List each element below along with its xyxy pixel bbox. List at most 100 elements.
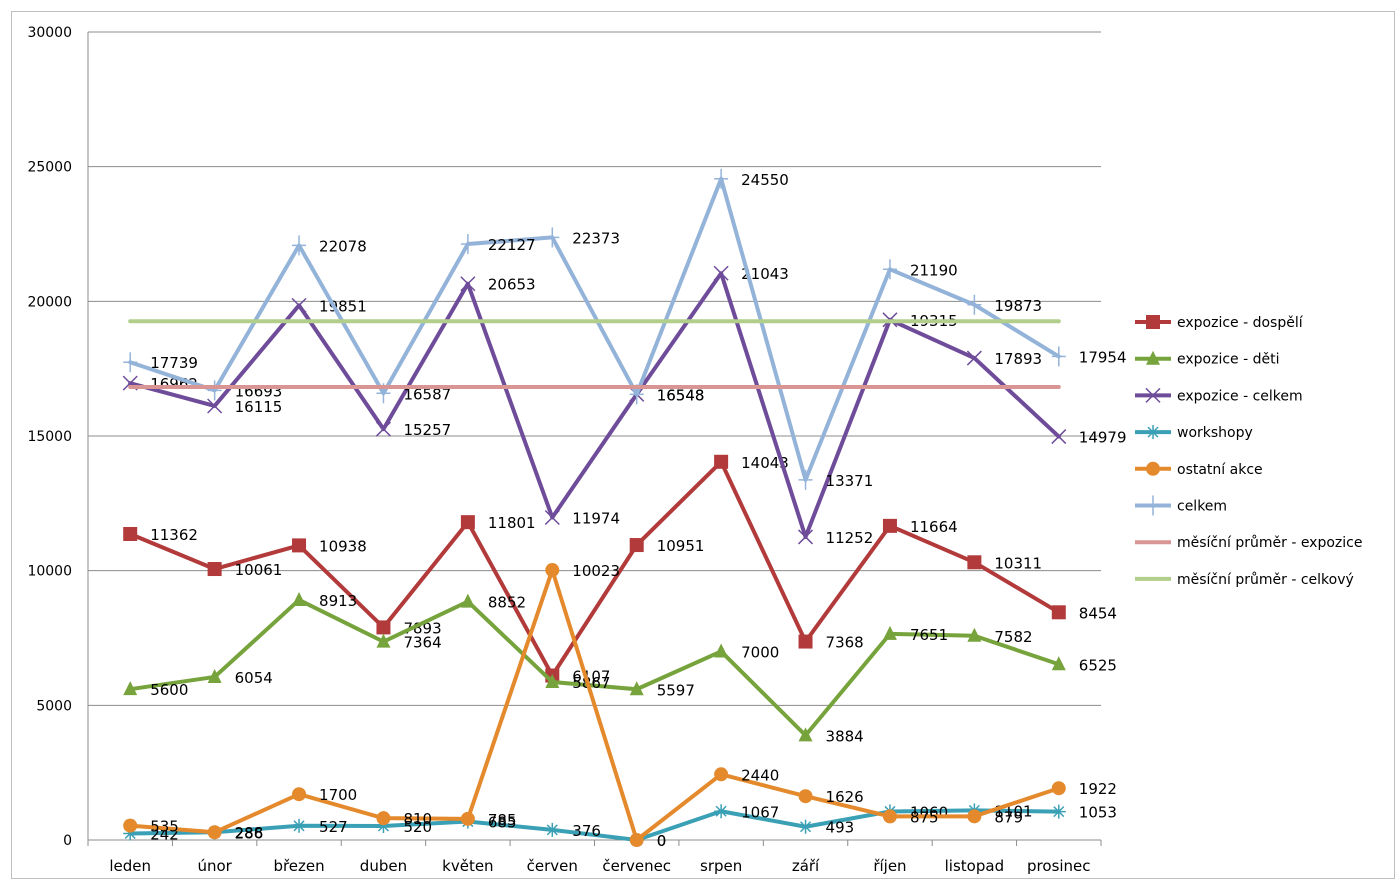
x-tick-label: listopad — [945, 857, 1004, 875]
data-label: 1626 — [826, 788, 864, 806]
data-label: 16115 — [235, 398, 283, 416]
marker-star — [292, 818, 307, 833]
marker-star — [798, 819, 813, 834]
marker-square — [798, 634, 813, 649]
data-label: 11801 — [488, 514, 536, 532]
marker-x — [798, 529, 814, 545]
marker-plus — [292, 235, 307, 256]
data-label: 7582 — [994, 628, 1032, 646]
data-label: 24550 — [741, 171, 789, 189]
series-4: 535 286 1700 810 785 10023 0 2440 1626 875 879 1922 — [123, 562, 1117, 850]
marker-x-stroke — [713, 265, 729, 281]
x-tick-label: červenec — [602, 857, 671, 875]
data-label: 22078 — [319, 237, 367, 255]
data-label: 10938 — [319, 537, 367, 555]
data-label: 5867 — [572, 674, 610, 692]
y-tick-label: 5000 — [36, 698, 72, 714]
legend: expozice - dospělí expozice - děti expozic… — [1135, 315, 1362, 588]
marker-circle — [798, 789, 813, 804]
marker-circle — [629, 833, 644, 847]
marker-circle — [1051, 781, 1066, 796]
series-1: 5600 6054 8913 7364 8852 5867 5597 7000 3884 7651… — [123, 591, 1117, 745]
legend-label: expozice - děti — [1177, 352, 1279, 368]
legend-label: měsíční průměr - celkový — [1177, 572, 1354, 588]
x-tick-label: leden — [109, 857, 151, 875]
data-label: 10061 — [235, 561, 283, 579]
marker-circle — [460, 811, 475, 826]
data-label: 520 — [403, 818, 432, 836]
marker-square — [1051, 605, 1066, 620]
marker-x — [460, 276, 476, 292]
marker-x-stroke — [460, 276, 476, 292]
data-label: 7368 — [826, 634, 864, 652]
marker-x — [1145, 387, 1161, 403]
data-label: 1067 — [741, 803, 779, 821]
marker-triangle — [798, 727, 813, 742]
x-axis: leden únor březen duben květen červen červenec… — [87, 840, 1102, 875]
data-label: 10023 — [572, 562, 620, 580]
marker-x — [207, 398, 223, 414]
x-tick-label: květen — [442, 857, 493, 875]
marker-star-stroke — [800, 821, 812, 833]
data-label: 785 — [488, 811, 517, 829]
legend-label: expozice - dospělí — [1177, 315, 1304, 331]
marker-plus — [882, 259, 897, 280]
gridlines: 0 5000 10000 15000 20000 25000 30000 — [27, 25, 1101, 849]
marker-triangle — [629, 681, 644, 696]
marker-star — [1146, 425, 1160, 440]
data-label: 6525 — [1079, 656, 1117, 674]
marker-star — [1051, 804, 1066, 819]
y-tick-label: 25000 — [27, 160, 72, 176]
x-tick-label: červen — [527, 857, 578, 875]
legend-label: workshopy — [1177, 425, 1253, 441]
data-label: 17893 — [994, 350, 1042, 368]
marker-star-stroke — [715, 805, 727, 817]
marker-x — [1051, 429, 1067, 445]
marker-triangle — [882, 625, 897, 640]
data-label: 879 — [994, 808, 1023, 826]
marker-star — [714, 804, 729, 819]
series-0: 11362 10061 10938 7893 11801 6107 10951 14043 73… — [123, 454, 1117, 686]
marker-plus — [460, 234, 475, 255]
marker-x — [713, 265, 729, 281]
marker-circle — [1146, 461, 1160, 476]
data-label: 17739 — [150, 354, 198, 372]
data-label: 16548 — [657, 386, 705, 404]
marker-triangle — [1146, 350, 1160, 365]
legend-item: měsíční průměr - celkový — [1135, 572, 1354, 588]
marker-square — [376, 620, 391, 635]
legend-label: celkem — [1177, 499, 1227, 515]
y-tick-label: 10000 — [27, 564, 72, 580]
data-label: 8852 — [488, 594, 526, 612]
x-tick-label: říjen — [873, 857, 906, 875]
data-label: 20653 — [488, 276, 536, 294]
data-label: 1700 — [319, 786, 357, 804]
marker-x-stroke — [1051, 429, 1067, 445]
marker-x — [544, 509, 560, 526]
marker-star — [545, 822, 560, 837]
marker-star-stroke — [293, 820, 305, 832]
marker-square — [882, 518, 897, 533]
marker-square — [292, 538, 307, 553]
legend-item: měsíční průměr - expozice — [1135, 535, 1362, 551]
marker-square — [460, 515, 475, 530]
x-tick-label: březen — [273, 857, 324, 875]
data-label: 288 — [235, 824, 264, 842]
marker-square — [1146, 315, 1160, 329]
data-label: 875 — [910, 808, 939, 826]
data-label: 11974 — [572, 510, 620, 528]
data-label: 527 — [319, 818, 348, 836]
data-label: 0 — [657, 832, 667, 850]
marker-circle — [545, 563, 560, 578]
data-label: 8913 — [319, 592, 357, 610]
marker-plus — [967, 294, 982, 315]
legend-item: celkem — [1135, 495, 1227, 516]
marker-circle — [714, 767, 729, 782]
marker-circle — [123, 818, 138, 833]
marker-x-stroke — [207, 398, 223, 414]
marker-x — [966, 350, 982, 366]
data-label: 0 — [657, 832, 667, 850]
legend-label: ostatní akce — [1177, 462, 1263, 478]
